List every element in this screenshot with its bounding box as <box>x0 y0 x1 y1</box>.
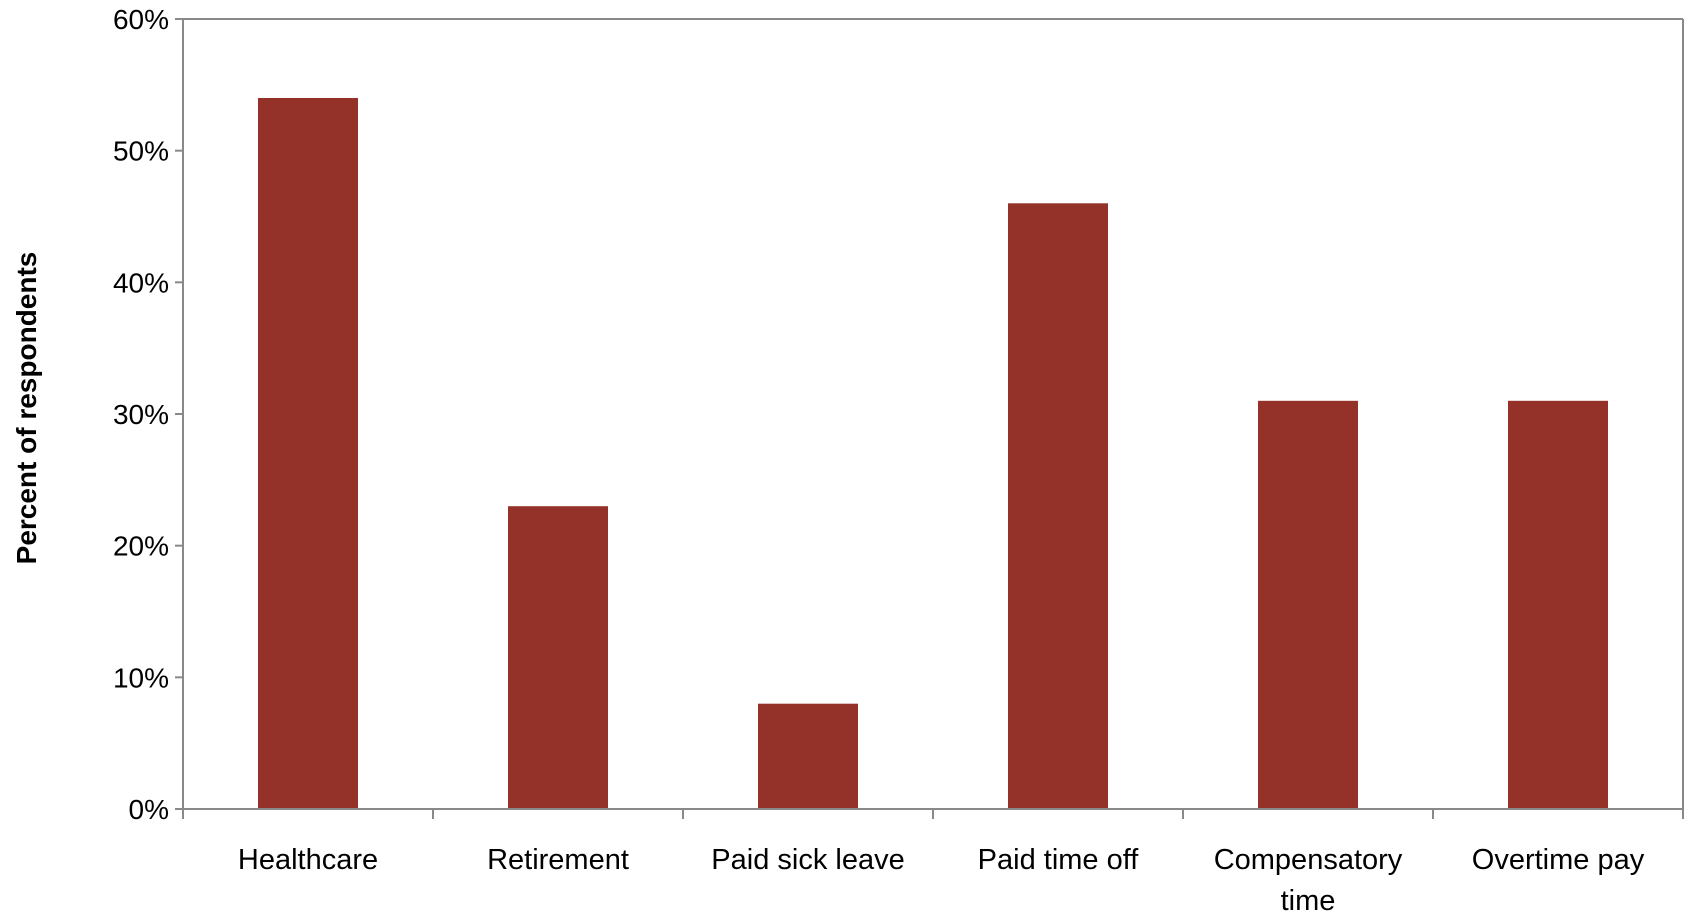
y-tick-label: 30% <box>113 399 169 430</box>
bar-paid-time-off <box>1008 203 1108 810</box>
y-axis-title: Percent of respondents <box>11 252 42 565</box>
y-tick-label: 10% <box>113 662 169 693</box>
bar-compensatory-time <box>1258 400 1358 809</box>
plot-frame <box>183 18 1684 809</box>
x-tick-label: Healthcare <box>238 844 378 876</box>
y-tick-label: 40% <box>113 267 169 298</box>
y-tick-label: 20% <box>113 531 169 562</box>
x-tick-label: Paid time off <box>978 844 1140 876</box>
bar-healthcare <box>258 98 358 809</box>
y-tick-label: 0% <box>129 794 169 825</box>
y-tick-label: 50% <box>113 136 169 167</box>
x-tick-label: Paid sick leave <box>711 844 904 876</box>
y-axis: 0% 10% 20% 30% 40% 50% 60% <box>113 4 184 825</box>
bar-retirement <box>508 506 608 809</box>
y-tick-label: 60% <box>113 4 169 35</box>
x-tick-label: Overtime pay <box>1472 844 1645 876</box>
bars <box>258 98 1608 810</box>
x-axis: Healthcare Retirement Paid sick leave Paid … <box>182 808 1684 917</box>
x-tick-label: Compensatory time <box>1214 844 1403 917</box>
bar-paid-sick-leave <box>758 703 858 809</box>
x-tick-label: Retirement <box>487 844 629 876</box>
bar-overtime-pay <box>1508 400 1608 809</box>
